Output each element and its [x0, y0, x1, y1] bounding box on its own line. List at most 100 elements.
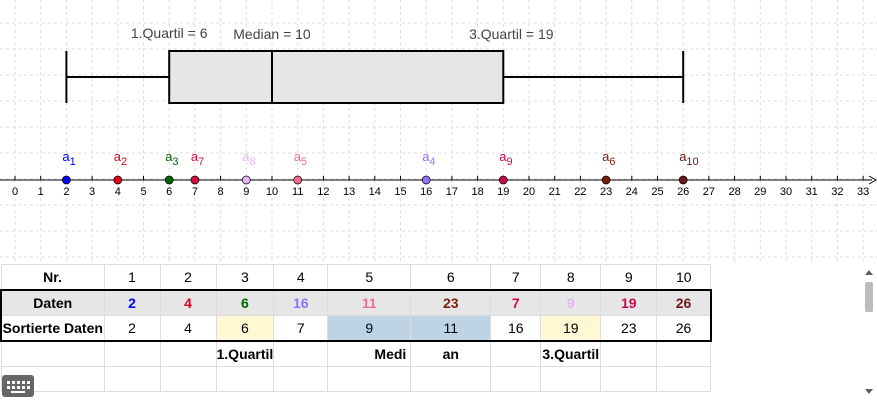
axis-tick-label: 23: [600, 186, 612, 198]
cell-marker-median-b[interactable]: an: [410, 340, 492, 367]
cell-nr-label[interactable]: Nr.: [0, 264, 105, 291]
point-label: a10: [679, 149, 698, 168]
cell-nr[interactable]: 3: [215, 264, 275, 291]
data-point[interactable]: [164, 175, 174, 185]
cell-nr[interactable]: 9: [600, 264, 658, 291]
axis-tick-label: 4: [115, 186, 121, 198]
keyboard-icon[interactable]: [2, 375, 34, 397]
axis-tick-label: 24: [626, 186, 638, 198]
cell-empty[interactable]: [103, 340, 161, 367]
axis-tick-label: 7: [192, 186, 198, 198]
cell-daten[interactable]: 19: [600, 289, 658, 316]
row-daten: Daten 2 4 6 16 11 23 7 9 19 26: [0, 289, 712, 316]
cell-marker-q1[interactable]: 1.Quartil: [215, 340, 275, 367]
scroll-thumb[interactable]: [865, 282, 873, 312]
axis-tick-label: 17: [446, 186, 458, 198]
data-point[interactable]: [241, 175, 251, 185]
cell-empty[interactable]: [490, 340, 542, 367]
cell-daten-label[interactable]: Daten: [0, 289, 105, 316]
point-label: a5: [294, 149, 307, 168]
axis-tick-label: 21: [549, 186, 561, 198]
cell-sorted[interactable]: 7: [273, 315, 329, 342]
cell-sorted-q1[interactable]: 6: [215, 315, 275, 342]
row-nr: Nr. 1 2 3 4 5 6 7 8 9 10: [0, 264, 712, 291]
cell-daten[interactable]: 16: [273, 289, 329, 316]
point-label: a1: [62, 149, 75, 168]
cell-nr[interactable]: 7: [490, 264, 542, 291]
cell-daten[interactable]: 26: [656, 289, 712, 316]
scroll-down-arrow-icon[interactable]: [865, 389, 873, 394]
cell-marker-q3[interactable]: 3.Quartil: [540, 340, 602, 367]
cell-empty[interactable]: [656, 340, 712, 367]
boxplot[interactable]: [65, 50, 685, 104]
cell-empty[interactable]: [600, 366, 658, 392]
cell-nr[interactable]: 6: [410, 264, 492, 291]
cell-nr[interactable]: 4: [273, 264, 329, 291]
cell-empty[interactable]: [103, 366, 161, 392]
spreadsheet[interactable]: Nr. 1 2 3 4 5 6 7 8 9 10 Daten 2 4 6 16 …: [0, 264, 862, 400]
cell-empty[interactable]: [215, 366, 275, 392]
cell-sorted-q3[interactable]: 19: [540, 315, 602, 342]
point-label: a2: [114, 149, 127, 168]
axis-tick-label: 22: [574, 186, 586, 198]
cell-daten[interactable]: 6: [215, 289, 275, 316]
cell-empty[interactable]: [159, 366, 217, 392]
cell-daten[interactable]: 9: [540, 289, 602, 316]
cell-sorted[interactable]: 16: [490, 315, 542, 342]
cell-nr[interactable]: 1: [103, 264, 161, 291]
cell-nr[interactable]: 8: [540, 264, 602, 291]
data-point[interactable]: [113, 175, 123, 185]
axis-tick-label: 11: [292, 186, 303, 198]
graphics-view[interactable]: 1.Quartil = 6 Median = 10 3.Quartil = 19…: [0, 0, 877, 262]
data-points[interactable]: a1 a2 a3 a4 a5 a6 a7 a8 a9 a10: [62, 149, 699, 185]
point-label: a4: [422, 149, 435, 168]
axis-tick-label: 32: [831, 186, 843, 198]
axis-tick-label: 16: [420, 186, 432, 198]
vertical-scrollbar[interactable]: [862, 264, 877, 400]
cell-sorted[interactable]: 26: [656, 315, 712, 342]
cell-sorted[interactable]: 23: [600, 315, 658, 342]
axis-tick-label: 10: [266, 186, 278, 198]
data-point[interactable]: [421, 175, 431, 185]
scroll-up-arrow-icon[interactable]: [865, 270, 873, 275]
axis-tick-label: 27: [703, 186, 715, 198]
cell-empty[interactable]: [410, 366, 492, 392]
cell-sorted[interactable]: 2: [103, 315, 161, 342]
axis-tick-label: 18: [471, 186, 483, 198]
cell-nr[interactable]: 10: [656, 264, 712, 291]
cell-daten[interactable]: 11: [327, 289, 412, 316]
cell-daten[interactable]: 4: [159, 289, 217, 316]
cell-daten[interactable]: 2: [103, 289, 161, 316]
data-point[interactable]: [498, 175, 508, 185]
axis-tick-label: 28: [728, 186, 740, 198]
data-point[interactable]: [601, 175, 611, 185]
cell-empty[interactable]: [273, 340, 329, 367]
axis-tick-label: 3: [89, 186, 95, 198]
cell-empty[interactable]: [327, 366, 412, 392]
cell-empty[interactable]: [273, 366, 329, 392]
cell-daten[interactable]: 23: [410, 289, 492, 316]
data-point[interactable]: [62, 175, 71, 185]
cell-empty[interactable]: [490, 366, 542, 392]
q3-label: 3.Quartil = 19: [469, 26, 554, 42]
cell-sorted[interactable]: 4: [159, 315, 217, 342]
data-point[interactable]: [293, 175, 303, 185]
cell-daten[interactable]: 7: [490, 289, 542, 316]
axis-tick-label: 25: [651, 186, 663, 198]
cell-nr[interactable]: 2: [159, 264, 217, 291]
data-point[interactable]: [190, 175, 200, 185]
axis-tick-label: 15: [394, 186, 406, 198]
cell-empty[interactable]: [159, 340, 217, 367]
point-label: a8: [242, 149, 255, 168]
cell-sorted-median[interactable]: 9: [327, 315, 412, 342]
cell-marker-median-a[interactable]: Medi: [327, 340, 412, 367]
cell-empty[interactable]: [0, 340, 105, 367]
cell-sorted-median[interactable]: 11: [410, 315, 492, 342]
cell-empty[interactable]: [656, 366, 712, 392]
cell-nr[interactable]: 5: [327, 264, 412, 291]
cell-empty[interactable]: [540, 366, 602, 392]
data-point[interactable]: [678, 175, 688, 185]
cell-empty[interactable]: [600, 340, 658, 367]
cell-sorted-label[interactable]: Sortierte Daten: [0, 315, 105, 342]
axis-tick-label: 30: [780, 186, 792, 198]
